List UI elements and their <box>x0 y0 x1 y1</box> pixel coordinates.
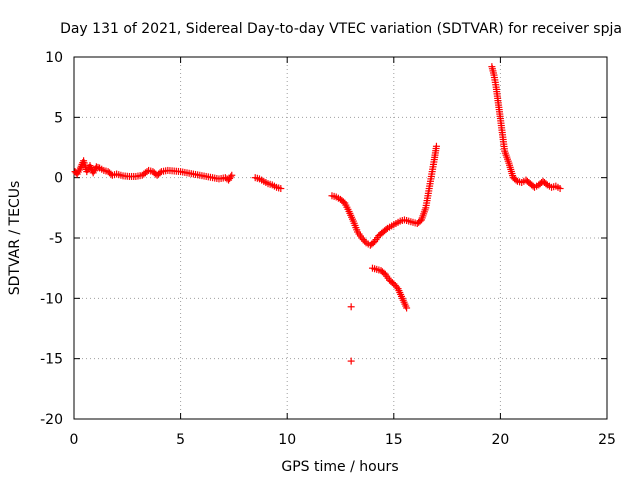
grid-lines <box>74 57 607 419</box>
data-point-outliers <box>347 303 355 311</box>
data-point-early <box>92 163 100 171</box>
y-axis-label: SDTVAR / TECUs <box>7 181 23 296</box>
data-point-early <box>94 163 102 171</box>
data-point-mid <box>277 185 285 193</box>
y-tick-label: -15 <box>40 352 63 368</box>
y-tick-label: -20 <box>40 412 63 428</box>
data-points <box>71 63 564 365</box>
data-point-late <box>556 185 564 193</box>
y-tick-labels: -20 -15 -10 -5 0 5 10 <box>40 50 63 428</box>
x-tick-label: 25 <box>598 432 616 448</box>
chart-title: Day 131 of 2021, Sidereal Day-to-day VTE… <box>60 21 622 37</box>
data-point-early <box>143 168 151 176</box>
data-point-early <box>156 169 164 177</box>
axis-ticks <box>73 56 608 420</box>
x-tick-label: 0 <box>70 432 79 448</box>
data-point-late <box>542 180 550 188</box>
plot-frame <box>73 56 608 420</box>
y-tick-label: 0 <box>54 171 63 187</box>
y-tick-label: -5 <box>49 231 63 247</box>
x-tick-label: 5 <box>176 432 185 448</box>
x-tick-label: 10 <box>278 432 296 448</box>
x-axis-label: GPS time / hours <box>281 459 398 475</box>
x-tick-label: 15 <box>385 432 403 448</box>
data-point-dip <box>382 226 390 234</box>
data-point-late <box>512 176 520 184</box>
x-tick-label: 20 <box>491 432 509 448</box>
y-tick-label: -10 <box>40 291 63 307</box>
data-point-early <box>227 173 235 181</box>
data-point-dip <box>432 142 440 150</box>
data-point-outliers <box>347 357 355 365</box>
y-tick-label: 5 <box>54 110 63 126</box>
data-point-branch <box>393 283 401 291</box>
y-tick-label: 10 <box>45 50 63 66</box>
data-point-early <box>228 171 236 179</box>
data-point-dip <box>361 237 369 245</box>
x-tick-labels: 0 5 10 15 20 25 <box>70 432 616 448</box>
data-point-branch <box>403 304 411 312</box>
